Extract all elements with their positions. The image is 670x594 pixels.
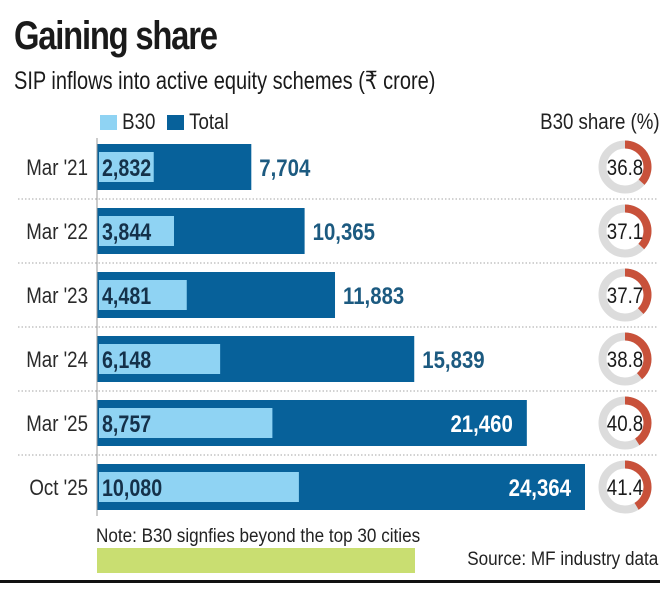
source-note: Source: MF industry data: [466, 549, 658, 570]
donut-arc: [624, 396, 652, 446]
share-column-header: B30 share (%): [540, 109, 660, 134]
bar-b30: [99, 280, 187, 310]
donut-label: 36.8: [607, 157, 643, 181]
label-total: 11,883: [343, 282, 404, 309]
category-label: Oct '25: [29, 477, 88, 501]
category-label: Mar '24: [26, 349, 88, 373]
bar-b30: [99, 472, 299, 502]
footnote: Note: B30 signfies beyond the top 30 cit…: [96, 526, 421, 547]
category-label: Mar '21: [26, 157, 88, 181]
label-total: 21,460: [450, 410, 512, 437]
donut-label: 37.1: [607, 221, 643, 245]
label-b30: 10,080: [102, 474, 162, 501]
label-total: 7,704: [259, 154, 311, 181]
legend-label-total: Total: [189, 109, 229, 134]
donut-label: 40.8: [607, 413, 643, 437]
chart-subtitle: SIP inflows into active equity schemes (…: [14, 67, 436, 95]
label-b30: 3,844: [102, 218, 152, 245]
legend-swatch-b30: [100, 114, 117, 130]
donut-label: 38.8: [607, 349, 643, 373]
category-label: Mar '22: [26, 221, 88, 245]
label-total: 24,364: [509, 474, 572, 501]
bar-b30: [99, 152, 154, 182]
donut-arc: [624, 140, 652, 185]
label-b30: 6,148: [102, 346, 151, 373]
legend-swatch-total: [167, 114, 185, 130]
legend: B30 Total: [100, 109, 240, 135]
donut-label: 41.4: [607, 477, 643, 501]
donut-arc: [624, 204, 652, 250]
note-highlight-strip: [97, 548, 415, 573]
bottom-rule: [0, 580, 660, 583]
legend-label-b30: B30: [122, 109, 156, 134]
legend-item-total: Total: [167, 109, 229, 135]
donut-arc: [624, 332, 652, 380]
legend-item-b30: B30: [100, 109, 155, 135]
category-label: Mar '23: [26, 285, 88, 309]
donut-arc: [624, 460, 652, 510]
donut-label: 37.7: [607, 285, 643, 309]
category-label: Mar '25: [26, 413, 88, 437]
label-b30: 4,481: [102, 282, 151, 309]
bar-b30: [99, 408, 273, 438]
bar-b30: [99, 344, 221, 374]
label-total: 10,365: [313, 218, 375, 245]
label-b30: 2,832: [102, 154, 151, 181]
donut-arc: [624, 268, 652, 314]
label-total: 15,839: [422, 346, 484, 373]
bar-b30: [99, 216, 174, 246]
chart-title: Gaining share: [14, 14, 218, 58]
label-b30: 8,757: [102, 410, 151, 437]
